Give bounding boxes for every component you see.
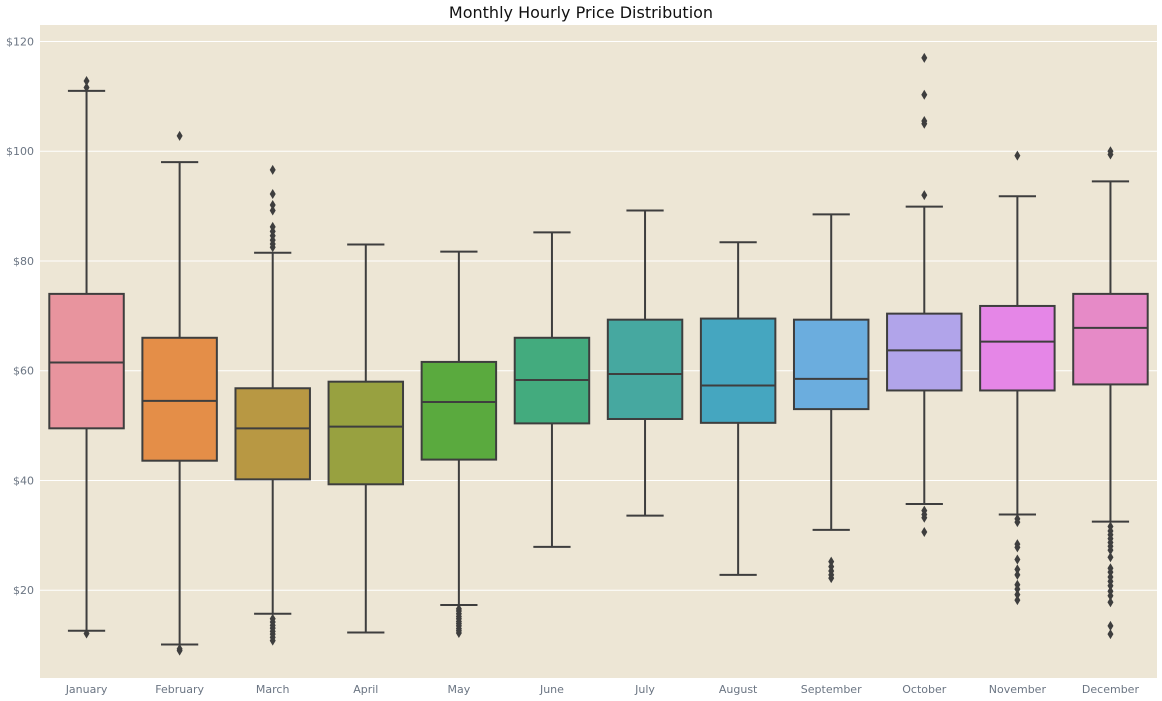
box-group-january [48, 75, 125, 639]
outlier-point [921, 527, 928, 538]
outlier-point [1014, 150, 1021, 161]
x-tick-label: November [989, 683, 1047, 696]
x-tick-label: July [634, 683, 655, 696]
outlier-point [1107, 580, 1114, 591]
box-group-april [327, 243, 405, 634]
outlier-point [1014, 584, 1021, 595]
box-iqr [420, 360, 498, 461]
outlier-point [1014, 564, 1021, 575]
y-tick-label: $80 [13, 255, 34, 268]
outlier-point [269, 189, 276, 200]
x-tick-label: August [719, 683, 758, 696]
box-iqr [699, 317, 777, 424]
outlier-point [1107, 629, 1114, 640]
x-tick-label: January [65, 683, 108, 696]
outlier-point [83, 82, 90, 93]
outlier-point [269, 199, 276, 210]
outlier-point [1107, 590, 1114, 601]
box-iqr [606, 318, 684, 420]
box-iqr [234, 387, 311, 481]
plot-background [40, 25, 1157, 678]
x-tick-label: May [448, 683, 471, 696]
y-tick-label: $100 [6, 145, 34, 158]
x-tick-label: December [1082, 683, 1140, 696]
outlier-point [1014, 589, 1021, 600]
outlier-point [83, 75, 90, 86]
x-tick-label: March [256, 683, 290, 696]
box-group-october [886, 52, 963, 538]
outlier-point [921, 190, 928, 201]
y-tick-label: $60 [13, 365, 34, 378]
box-iqr [48, 292, 125, 430]
outlier-point [269, 635, 276, 646]
outlier-point [1014, 569, 1021, 580]
outlier-point [269, 242, 276, 253]
y-tick-label: $40 [13, 474, 34, 487]
y-tick-label: $120 [6, 35, 34, 48]
outlier-point [1107, 545, 1114, 556]
box-group-september [792, 213, 870, 584]
box-group-july [606, 209, 684, 517]
x-tick-label: June [539, 683, 564, 696]
outlier-point [828, 573, 835, 584]
outlier-point [1014, 554, 1021, 565]
box-iqr [141, 336, 218, 462]
outlier-point [1014, 595, 1021, 606]
x-tick-label: February [155, 683, 204, 696]
outlier-point [1014, 542, 1021, 553]
box-group-march [234, 164, 311, 646]
box-iqr [327, 380, 405, 486]
outlier-point [921, 89, 928, 100]
x-tick-label: October [902, 683, 946, 696]
box-group-december [1072, 146, 1149, 640]
outlier-point [1014, 517, 1021, 528]
x-tick-label: September [801, 683, 862, 696]
chart-title: Monthly Hourly Price Distribution [448, 3, 714, 22]
outlier-point [455, 628, 462, 639]
outlier-point [176, 645, 183, 656]
outlier-point [269, 164, 276, 175]
box-group-february [141, 130, 218, 656]
outlier-point [921, 52, 928, 63]
outlier-point [1107, 552, 1114, 563]
box-iqr [979, 304, 1056, 392]
outlier-point [921, 512, 928, 523]
box-group-may [420, 250, 498, 639]
outlier-point [1107, 597, 1114, 608]
box-iqr [792, 318, 870, 411]
box-group-june [513, 231, 591, 548]
outlier-point [1107, 620, 1114, 631]
box-group-august [699, 241, 777, 576]
outlier-point [176, 130, 183, 141]
outlier-point [1107, 149, 1114, 160]
outlier-point [269, 205, 276, 216]
outlier-point [83, 628, 90, 639]
box-group-november [979, 150, 1056, 606]
outlier-point [921, 118, 928, 129]
y-tick-label: $20 [13, 584, 34, 597]
box-iqr [1072, 292, 1149, 386]
x-tick-label: April [353, 683, 378, 696]
box-iqr [886, 312, 963, 392]
